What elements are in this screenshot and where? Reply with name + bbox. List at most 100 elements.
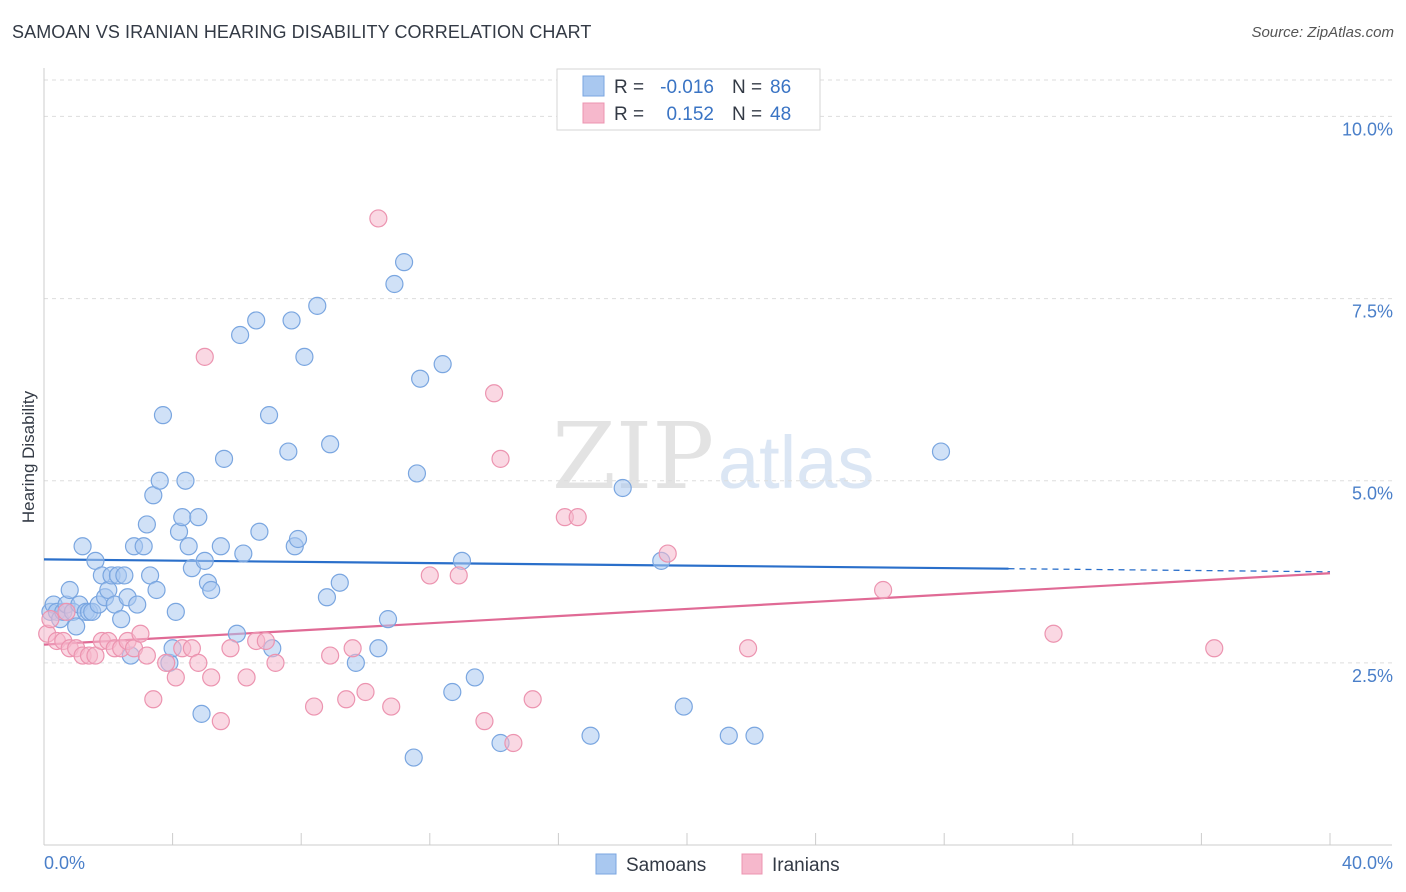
samoan-point	[308, 296, 327, 315]
samoan-point	[745, 726, 764, 745]
iranian-point	[475, 712, 494, 731]
samoan-point	[443, 682, 462, 702]
legend-iranians-n-value: 48	[770, 104, 791, 125]
series-legend: Samoans Iranians	[595, 853, 840, 876]
samoan-point	[173, 508, 192, 527]
iranian-point	[57, 602, 76, 621]
samoan-point	[931, 442, 951, 461]
samoan-point	[115, 566, 134, 585]
iranian-point	[131, 624, 150, 643]
samoan-point	[153, 406, 173, 425]
y-tick-label: 7.5%	[1352, 302, 1393, 322]
iranian-point	[568, 508, 587, 527]
samoan-point	[407, 464, 427, 483]
iranian-point	[874, 580, 893, 600]
watermark-atlas: atlas	[718, 421, 874, 504]
samoan-point	[147, 580, 166, 600]
iranian-point	[221, 639, 240, 658]
legend-samoans-swatch	[582, 75, 605, 97]
iranian-point	[157, 653, 176, 672]
samoan-point	[234, 544, 253, 563]
iranian-point	[449, 566, 468, 585]
legend-iranians-swatch	[582, 102, 605, 124]
legend-samoans-r-value: -0.016	[660, 77, 714, 98]
samoan-point	[150, 471, 169, 490]
legend-iranians-r-value: 0.152	[666, 104, 714, 125]
iranian-point	[523, 690, 542, 709]
iranian-point	[337, 690, 356, 709]
samoan-point	[192, 704, 211, 723]
iranian-point	[485, 384, 504, 403]
bottom-legend-iranians-label: Iranians	[772, 855, 840, 876]
samoan-point	[404, 748, 423, 767]
x-tick-label: 0.0%	[44, 853, 85, 873]
samoan-point	[259, 406, 279, 425]
watermark-zip: ZIP	[552, 403, 714, 510]
samoan-point	[378, 610, 398, 629]
samoan-point	[247, 311, 266, 330]
samoan-point	[211, 537, 230, 556]
samoan-point	[73, 537, 92, 556]
chart-title: SAMOAN VS IRANIAN HEARING DISABILITY COR…	[12, 22, 592, 42]
iranian-point	[166, 668, 185, 687]
legend-iranians-n-label: N =	[732, 104, 762, 125]
samoan-point	[288, 529, 308, 549]
iranian-point	[658, 544, 677, 563]
samoan-point	[317, 588, 337, 607]
y-tick-label: 5.0%	[1352, 484, 1393, 504]
iranian-point	[321, 646, 340, 665]
samoans-trend-extension	[1008, 568, 1331, 573]
samoan-point	[674, 697, 693, 716]
iranian-point	[266, 653, 285, 672]
iranian-point	[41, 610, 60, 629]
samoan-point	[394, 253, 414, 272]
samoan-point	[613, 478, 632, 498]
samoan-point	[411, 369, 430, 388]
tick-layer: 2.5% 5.0% 7.5% 10.0% 0.0% 40.0%	[44, 119, 1393, 873]
samoan-point	[137, 515, 156, 534]
iranian-point	[211, 712, 230, 731]
iranian-point	[144, 690, 163, 709]
samoan-point	[282, 311, 301, 330]
iranian-point	[1205, 639, 1224, 658]
iranian-point	[137, 646, 156, 665]
samoan-point	[166, 602, 185, 621]
iranian-point	[369, 209, 388, 228]
iranian-point	[1044, 624, 1063, 643]
samoan-point	[60, 580, 79, 600]
iranian-point	[504, 733, 523, 753]
iranian-point	[195, 347, 214, 366]
samoan-point	[279, 442, 298, 461]
samoan-point	[433, 355, 452, 374]
bottom-legend-iranians-swatch	[741, 853, 763, 875]
iranian-point	[237, 668, 256, 687]
axis-layer	[43, 68, 1392, 846]
samoan-point	[385, 274, 404, 294]
samoan-point	[369, 639, 388, 658]
samoan-point	[295, 347, 314, 366]
grid-layer	[44, 79, 1392, 664]
samoan-point	[321, 435, 340, 454]
samoan-point	[330, 573, 349, 592]
samoan-point	[128, 595, 147, 614]
iranian-point	[738, 639, 758, 658]
samoan-point	[719, 726, 738, 745]
samoan-point	[179, 537, 198, 556]
bottom-legend-samoans-label: Samoans	[626, 855, 706, 876]
bottom-legend-samoans-swatch	[595, 853, 617, 875]
y-axis-label: Hearing Disability	[19, 390, 38, 523]
samoan-point	[465, 668, 484, 687]
iranian-point	[256, 631, 275, 651]
legend-iranians-r-label: R =	[614, 104, 644, 125]
points-layer	[38, 209, 1224, 767]
y-tick-label: 2.5%	[1352, 666, 1393, 686]
iranian-point	[356, 682, 375, 702]
stats-legend: R = -0.016 N = 86 R = 0.152 N = 48	[556, 68, 821, 131]
samoan-point	[134, 537, 153, 556]
x-tick-label: 40.0%	[1342, 853, 1393, 873]
samoan-point	[189, 508, 208, 527]
iranian-point	[304, 697, 324, 716]
samoan-point	[581, 726, 600, 745]
iranian-point	[189, 653, 208, 672]
